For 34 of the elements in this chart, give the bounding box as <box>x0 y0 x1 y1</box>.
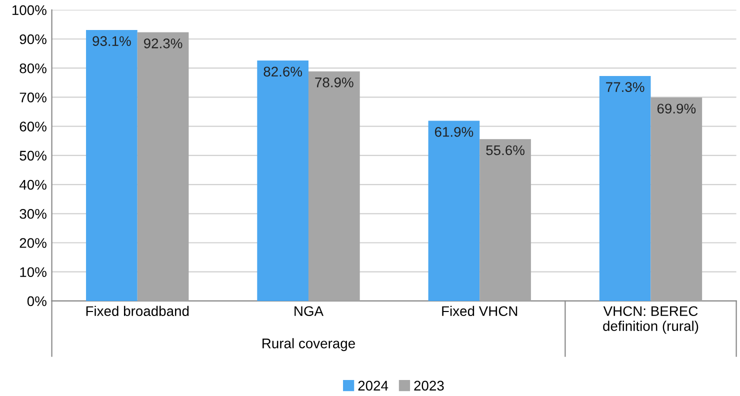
data-label: 61.9% <box>434 126 474 137</box>
y-tick-label: 70% <box>20 92 46 102</box>
bar <box>599 76 651 301</box>
data-label: 93.1% <box>92 36 131 46</box>
y-tick-label: 10% <box>20 267 46 278</box>
data-label: 55.6% <box>486 145 524 156</box>
y-tick-label: 0% <box>27 296 46 306</box>
legend-label: 2024 <box>358 380 388 391</box>
y-tick-label: 30% <box>20 208 46 219</box>
data-label: 69.9% <box>657 104 696 114</box>
y-tick-label: 20% <box>20 238 46 248</box>
x-tick-label: NGA <box>294 306 324 316</box>
bar <box>480 139 531 301</box>
bar <box>137 32 189 301</box>
data-label: 92.3% <box>144 38 182 48</box>
bar <box>428 120 480 301</box>
legend-label: 2023 <box>414 380 444 391</box>
data-label: 82.6% <box>264 66 302 77</box>
text: Rural coverage <box>262 338 355 352</box>
bar <box>650 98 702 301</box>
x-tick-label: VHCN: BEREC definition (rural) <box>603 306 698 334</box>
y-tick-label: 80% <box>20 63 46 74</box>
y-tick-label: 50% <box>20 150 46 161</box>
y-tick-label: 90% <box>20 34 46 44</box>
x-tick-label: Fixed VHCN <box>442 306 518 316</box>
y-tick-label: 100% <box>12 5 46 16</box>
data-label: 77.3% <box>606 82 644 92</box>
y-tick-label: 40% <box>19 180 46 190</box>
data-label: 78.9% <box>315 78 354 88</box>
y-tick-label: 60% <box>20 122 46 132</box>
bar <box>86 30 138 301</box>
bar <box>257 60 308 301</box>
x-tick-label: Fixed broadband <box>86 306 189 316</box>
bar <box>308 71 360 301</box>
